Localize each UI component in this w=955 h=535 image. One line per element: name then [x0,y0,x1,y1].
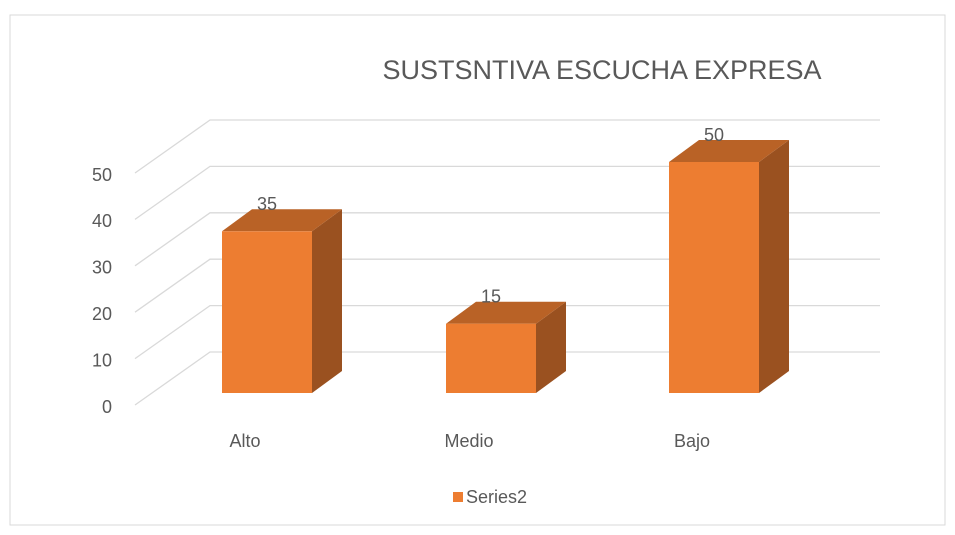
x-tick-label: Bajo [674,431,710,451]
x-tick-label: Medio [444,431,493,451]
value-label: 50 [704,125,724,145]
grid-line [134,212,880,267]
y-tick-label: 30 [92,258,112,278]
grid-line [134,304,880,360]
legend-label: Series2 [466,487,527,507]
grid-line [134,351,880,406]
y-tick-label: 20 [92,304,112,324]
bar-side [312,209,342,393]
y-tick-label: 0 [102,397,112,417]
bar [446,323,536,393]
grid-line [134,258,880,313]
y-tick-label: 50 [92,165,112,185]
chart-title: SUSTSNTIVA ESCUCHA EXPRESA [382,55,821,85]
grid-line [134,119,880,174]
y-tick-label: 40 [92,211,112,231]
bar-top [669,140,789,162]
value-label: 35 [257,194,277,214]
x-tick-label: Alto [229,431,260,451]
bar-side [759,140,789,393]
bar-top [222,209,342,232]
bar [222,231,312,393]
chart-border [9,14,946,526]
y-tick-label: 10 [92,350,112,370]
legend-swatch [453,492,463,502]
bar-side [536,301,566,393]
bar-top [446,301,566,324]
value-label: 15 [481,286,501,306]
bar [669,162,759,393]
grid-line [134,165,880,220]
